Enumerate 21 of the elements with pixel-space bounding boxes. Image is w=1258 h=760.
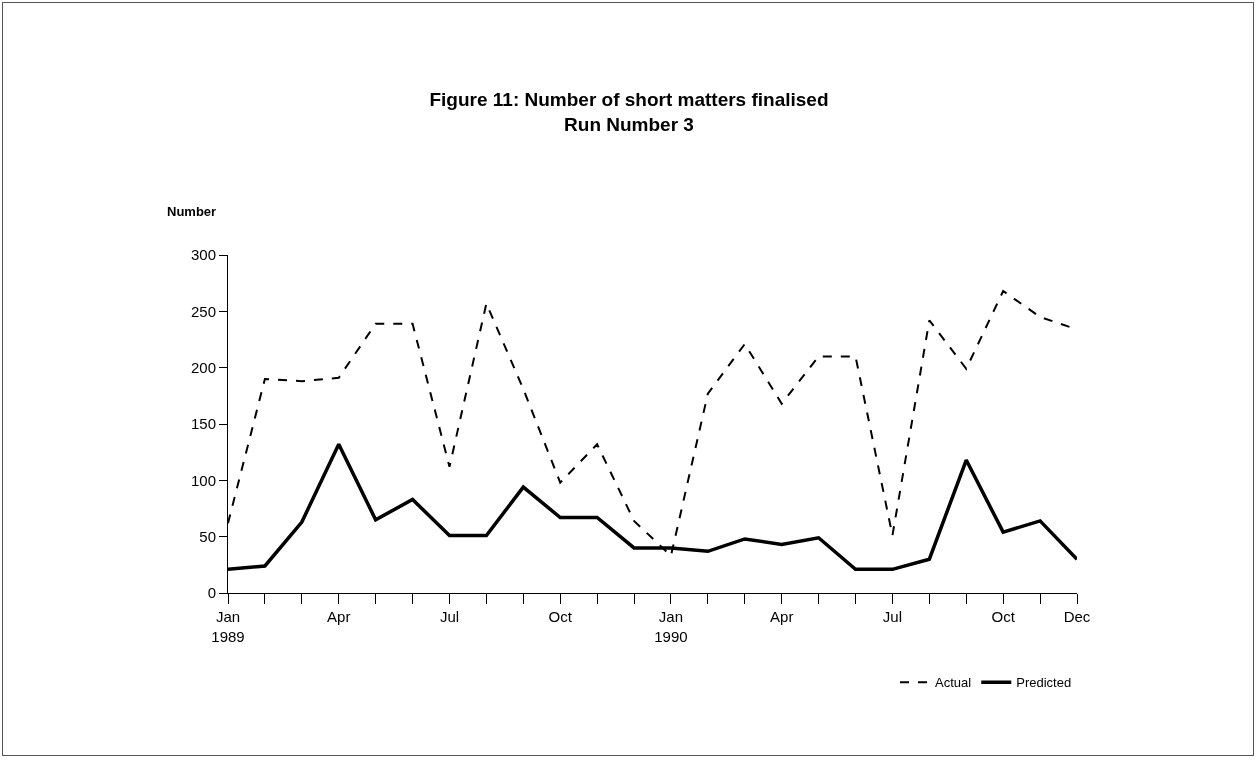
- x-tick-label: Jul: [882, 608, 903, 625]
- y-tick-label: 300: [190, 246, 216, 264]
- legend-label: Actual: [935, 675, 972, 691]
- x-tick-label: Dec: [1063, 608, 1091, 625]
- y-tick-label: 100: [190, 471, 216, 489]
- chart-subtitle: Run Number 3: [564, 114, 694, 136]
- y-tick-label: 50: [199, 527, 216, 545]
- y-tick-label: 200: [190, 358, 216, 376]
- y-tick-label: 0: [207, 584, 216, 602]
- legend-label: Predicted: [1016, 675, 1072, 691]
- y-axis-title: Number: [167, 204, 217, 219]
- x-tick-label: Apr: [327, 608, 351, 625]
- x-tick-label: Jul: [439, 608, 460, 625]
- x-tick-label: Apr: [770, 608, 794, 625]
- y-tick-label: 250: [190, 302, 216, 320]
- x-tick-label: Jan 1990: [654, 608, 688, 645]
- y-tick-label: 150: [190, 415, 216, 433]
- x-tick-label: Oct: [548, 608, 573, 625]
- chart-title: Figure 11: Number of short matters finalised: [429, 89, 829, 111]
- x-tick-label: Oct: [991, 608, 1016, 625]
- x-tick-label: Jan 1989: [211, 608, 245, 645]
